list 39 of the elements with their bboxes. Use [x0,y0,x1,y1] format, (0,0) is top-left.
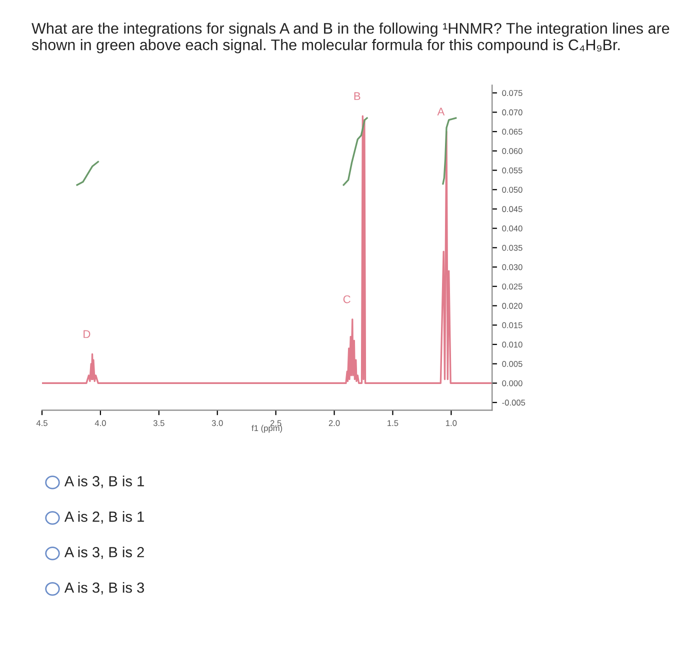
y-tick-label: 0.010 [502,342,522,348]
y-tick-label: 0.050 [502,186,522,193]
y-tick-label: 0.035 [502,244,522,251]
x-tick-label: 4.5 [36,420,48,426]
line-series [342,117,368,186]
line-series [442,117,457,185]
text: A is 2, B is 1 [64,511,144,524]
line-series [42,115,492,384]
text: A is 3, B is 2 [64,546,144,560]
x-tick-label: 1.5 [388,420,398,426]
text: A is 3, B is 1 [64,476,144,488]
y-tick-label: -0.005 [502,400,526,406]
x-tick-label: 2.5 [270,420,282,426]
text: A is 3, B is 3 [64,582,144,595]
y-tick-label: 0.040 [502,226,522,232]
x-tick-label: 4.0 [94,420,106,426]
annotation: A [437,108,445,116]
line-series [76,160,99,186]
x-axis-title: f1 (ppm) [252,424,282,433]
x-tick-label: 3.5 [153,420,164,426]
y-tick-label: 0.030 [502,264,522,270]
x-tick-label: 3.0 [212,420,223,426]
y-tick-label: 0.055 [502,167,522,174]
y-tick-label: 0.005 [502,360,522,367]
y-tick-label: 0.045 [502,206,522,212]
x-tick-label: 1.0 [446,420,457,426]
chart-title: What are the integrations for signals A and B in the following ¹HNMR? The integration lines are shown in green above each signal. The molecular formula for this compound is C₄H₉Br. [32,22,670,54]
annotation: D [84,330,90,338]
y-tick-label: 0.000 [502,380,522,386]
y-tick-label: 0.025 [502,284,522,290]
y-tick-label: 0.070 [502,109,522,116]
y-tick-label: 0.075 [502,90,522,96]
y-tick-label: 0.060 [502,148,522,154]
y-tick-label: 0.020 [502,302,522,309]
x-tick-label: 2.0 [328,420,340,426]
y-tick-label: 0.015 [502,322,522,328]
annotation: B [354,92,360,100]
annotation: C [343,295,350,304]
y-tick-label: 0.065 [502,128,522,135]
